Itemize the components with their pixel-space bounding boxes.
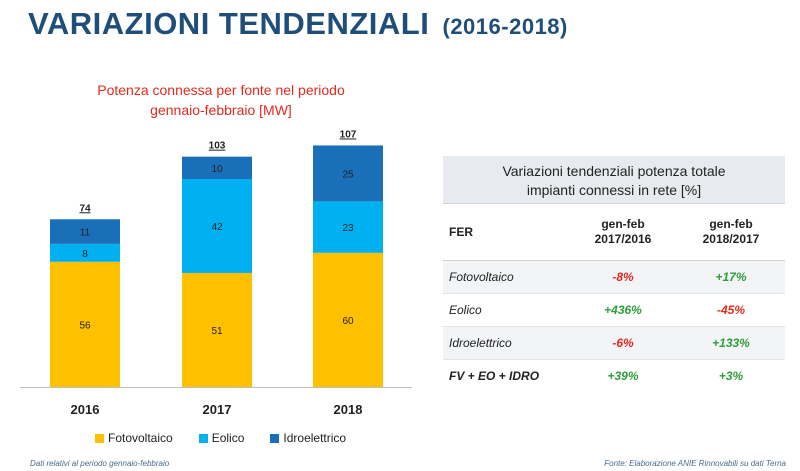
total-label-2016: 74 bbox=[79, 203, 91, 214]
total-label-2018: 107 bbox=[340, 129, 357, 140]
row-label: Eolico bbox=[443, 293, 569, 327]
data-label-fotovoltaico-2017: 51 bbox=[211, 326, 223, 337]
x-tick-label-2018: 2018 bbox=[334, 402, 363, 417]
header-period-2-line-2: 2018/2017 bbox=[702, 232, 760, 246]
page-title-text: VARIAZIONI TENDENZIALI bbox=[28, 6, 430, 41]
legend-item-idroelettrico: Idroelettrico bbox=[270, 431, 346, 445]
header-period-2017-2016: gen-feb 2017/2016 bbox=[569, 204, 677, 261]
header-fer: FER bbox=[443, 204, 569, 261]
data-label-eolico-2018: 23 bbox=[342, 223, 354, 234]
legend-item-fotovoltaico: Fotovoltaico bbox=[95, 431, 173, 445]
table-header-row: FER gen-feb 2017/2016 gen-feb 2018/2017 bbox=[443, 204, 785, 261]
stacked-bar-chart: 56 8 11 74 2016 51 42 10 103 2017 60 23 25 107 2018 bbox=[20, 129, 412, 417]
legend-label-fotovoltaico: Fotovoltaico bbox=[108, 431, 173, 445]
bar-eolico-2017 bbox=[182, 179, 252, 273]
chart-title-line-2: gennaio-febbraio [MW] bbox=[150, 102, 292, 118]
row-value-2018-2017: +17% bbox=[677, 260, 785, 294]
table-title: Variazioni tendenziali potenza totale im… bbox=[443, 156, 785, 204]
data-label-fotovoltaico-2018: 60 bbox=[342, 316, 354, 327]
variations-table: FER gen-feb 2017/2016 gen-feb 2018/2017 … bbox=[443, 204, 785, 392]
table-title-line-1: Variazioni tendenziali potenza totale bbox=[502, 163, 726, 179]
table-row: Idroelettrico -6% +133% bbox=[443, 326, 785, 360]
chart-title: Potenza connessa per fonte nel periodo g… bbox=[30, 80, 412, 120]
row-label: Idroelettrico bbox=[443, 326, 569, 360]
data-label-idroelettrico-2016: 11 bbox=[80, 228, 91, 239]
chart-legend: Fotovoltaico Eolico Idroelettrico bbox=[95, 430, 346, 446]
bar-fotovoltaico-2016 bbox=[50, 261, 120, 387]
header-period-1-line-1: gen-feb bbox=[601, 217, 645, 231]
x-tick-label-2016: 2016 bbox=[71, 402, 100, 417]
legend-label-idroelettrico: Idroelettrico bbox=[283, 431, 347, 445]
header-period-2-line-1: gen-feb bbox=[709, 217, 753, 231]
header-period-2018-2017: gen-feb 2018/2017 bbox=[677, 204, 785, 261]
total-label-2017: 103 bbox=[209, 141, 226, 152]
row-label: Fotovoltaico bbox=[443, 260, 569, 294]
row-label-total: FV + EO + IDRO bbox=[443, 359, 569, 392]
page-title-years: (2016-2018) bbox=[442, 14, 568, 39]
bar-eolico-2018 bbox=[313, 201, 383, 253]
row-value-2017-2016: -6% bbox=[569, 326, 677, 360]
x-tick-label-2017: 2017 bbox=[203, 402, 232, 417]
chart-title-line-1: Potenza connessa per fonte nel periodo bbox=[97, 82, 345, 98]
table-title-line-2: impianti connessi in rete [%] bbox=[526, 182, 702, 198]
table-row: Eolico +436% -45% bbox=[443, 293, 785, 327]
page-title: VARIAZIONI TENDENZIALI (2016-2018) bbox=[28, 6, 568, 42]
bar-idroelettrico-2016 bbox=[50, 219, 120, 244]
bar-eolico-2016 bbox=[50, 243, 120, 262]
row-value-2018-2017: +3% bbox=[677, 359, 785, 392]
row-value-2018-2017: -45% bbox=[677, 293, 785, 327]
bar-fotovoltaico-2017 bbox=[182, 272, 252, 387]
footnote-source: Fonte: Elaborazione ANIE Rinnovabili su … bbox=[604, 459, 786, 468]
legend-label-eolico: Eolico bbox=[211, 431, 245, 445]
footnote-period: Dati relativi al periodo gennaio-febbrai… bbox=[30, 459, 170, 468]
row-value-2018-2017: +133% bbox=[677, 326, 785, 360]
table-row: Fotovoltaico -8% +17% bbox=[443, 260, 785, 294]
bar-fotovoltaico-2018 bbox=[313, 252, 383, 387]
row-value-2017-2016: +436% bbox=[569, 293, 677, 327]
variations-table-panel: Variazioni tendenziali potenza totale im… bbox=[443, 156, 785, 392]
legend-swatch-idroelettrico bbox=[270, 433, 280, 443]
bar-idroelettrico-2018 bbox=[313, 145, 383, 202]
legend-item-eolico: Eolico bbox=[198, 431, 245, 445]
data-label-idroelettrico-2018: 25 bbox=[342, 169, 354, 180]
data-label-fotovoltaico-2016: 56 bbox=[79, 320, 91, 331]
data-label-eolico-2017: 42 bbox=[211, 222, 223, 233]
table-row-total: FV + EO + IDRO +39% +3% bbox=[443, 359, 785, 392]
legend-swatch-eolico bbox=[198, 433, 208, 443]
row-value-2017-2016: -8% bbox=[569, 260, 677, 294]
bar-idroelettrico-2017 bbox=[182, 156, 252, 180]
data-label-eolico-2016: 8 bbox=[82, 249, 88, 260]
header-period-1-line-2: 2017/2016 bbox=[594, 232, 652, 246]
row-value-2017-2016: +39% bbox=[569, 359, 677, 392]
data-label-idroelettrico-2017: 10 bbox=[211, 164, 223, 175]
legend-swatch-fotovoltaico bbox=[95, 433, 104, 443]
